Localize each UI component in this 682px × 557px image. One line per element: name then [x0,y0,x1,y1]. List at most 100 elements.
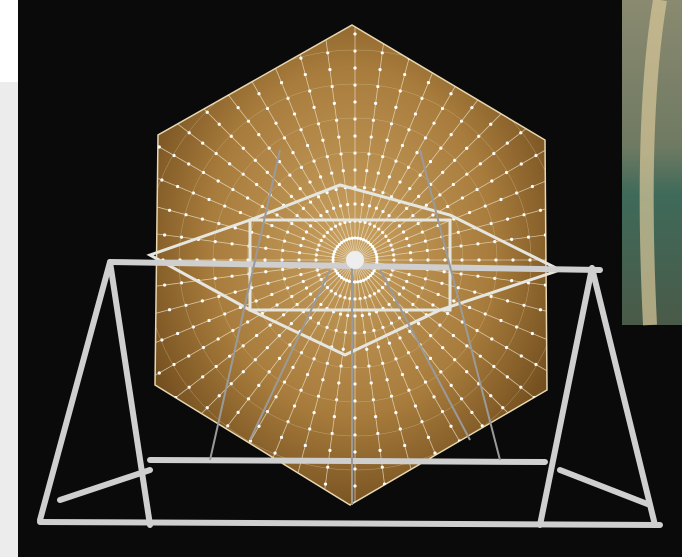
target-dot [449,92,452,95]
target-dot [299,244,302,247]
target-dot [266,235,269,238]
target-dot [280,81,283,84]
target-dot [280,436,283,439]
target-dot [452,334,455,337]
target-dot [387,303,390,306]
target-dot [348,280,351,283]
target-dot [201,218,204,221]
target-dot [228,162,231,165]
target-dot [333,102,336,105]
target-dot [257,384,260,387]
target-dot [375,207,378,210]
target-dot [302,280,305,283]
target-dot [431,303,434,306]
target-dot [398,180,401,183]
target-dot [405,280,408,283]
target-dot [325,210,328,213]
target-dot [499,319,502,322]
target-dot [477,258,480,261]
target-dot [207,198,210,201]
target-dot [302,237,305,240]
target-dot [304,73,307,76]
target-dot [246,196,249,199]
target-dot [217,337,220,340]
target-dot [510,279,513,282]
target-dot [308,180,311,183]
target-dot [270,293,273,296]
target-dot [337,381,340,384]
target-dot [375,256,378,259]
target-dot [353,416,356,419]
target-dot [468,306,471,309]
target-dot [452,183,455,186]
target-dot [342,348,345,351]
target-dot [385,378,388,381]
target-dot [319,175,322,178]
target-dot [387,214,390,217]
target-dot [298,251,301,254]
target-dot [520,162,523,165]
target-dot [282,313,285,316]
target-dot [218,394,221,397]
target-dot [353,450,356,453]
target-dot [361,314,364,317]
target-dot [378,449,381,452]
target-dot [465,147,468,150]
target-dot [450,133,453,136]
target-dot [415,151,418,154]
target-dot [337,135,340,138]
photo [0,0,682,557]
target-dot [374,415,377,418]
target-dot [403,444,406,447]
target-dot [321,378,324,381]
target-dot [218,123,221,126]
target-dot [270,224,273,227]
target-dot [264,247,267,250]
target-dot [378,68,381,71]
target-dot [328,449,331,452]
target-dot [403,73,406,76]
target-dot [339,204,342,207]
target-dot [242,147,245,150]
target-dot [449,425,452,428]
target-dot [365,348,368,351]
target-dot [331,258,334,261]
target-dot [409,258,412,261]
target-dot [431,213,434,216]
target-dot [499,198,502,201]
target-dot [263,258,266,261]
target-dot [506,218,509,221]
target-dot [304,444,307,447]
target-dot [443,258,446,261]
target-dot [321,139,324,142]
target-dot [409,251,412,254]
target-dot [398,336,401,339]
target-dot [351,237,354,240]
target-dot [490,337,493,340]
target-dot [479,355,482,358]
target-dot [328,68,331,71]
target-dot [461,196,464,199]
target-dot [489,394,492,397]
target-dot [405,237,408,240]
target-dot [291,366,294,369]
target-dot [239,211,242,214]
target-dot [368,204,371,207]
target-dot [306,144,309,147]
target-dot [255,183,258,186]
target-dot [246,320,249,323]
target-dot [332,207,335,210]
target-dot [417,322,420,325]
target-dot [489,123,492,126]
target-dot [346,203,349,206]
target-dot [217,179,220,182]
target-dot [374,102,377,105]
target-dot [234,290,237,293]
target-dot [158,145,161,148]
target-dot [168,308,171,311]
target-dot [342,169,345,172]
target-dot [275,303,278,306]
target-dot [346,314,349,317]
target-dot [313,106,316,109]
target-dot [510,238,513,241]
